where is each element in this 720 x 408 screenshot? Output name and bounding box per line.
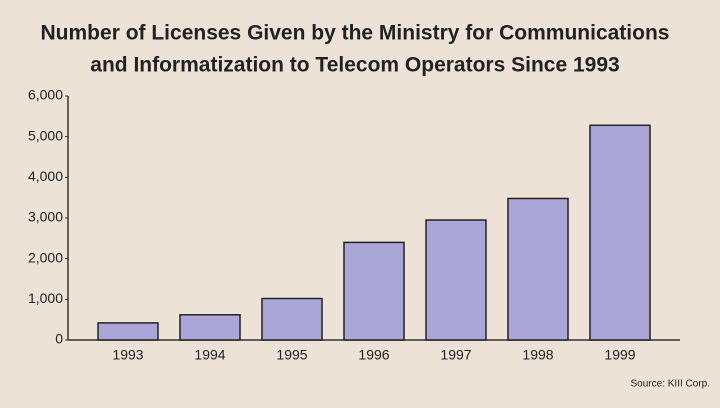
bar — [507, 197, 569, 341]
x-tick-label: 1997 — [440, 347, 471, 363]
x-tick-label: 1998 — [522, 347, 553, 363]
bar — [343, 241, 405, 341]
x-tick-label: 1999 — [604, 347, 635, 363]
x-tick-label: 1993 — [112, 347, 143, 363]
y-tick-label: 2,000 — [28, 249, 63, 265]
chart-title: and Informatization to Telecom Operators… — [90, 54, 619, 77]
x-tick-label: 1995 — [276, 347, 307, 363]
y-tick-label: 3,000 — [28, 209, 63, 225]
bar — [97, 322, 159, 341]
y-tick-label: 1,000 — [28, 290, 63, 306]
y-tick-label: 0 — [55, 331, 63, 347]
y-tick-label: 5,000 — [28, 127, 63, 143]
bar — [179, 314, 241, 341]
bar — [589, 124, 651, 341]
bar — [261, 297, 323, 341]
y-tick-label: 4,000 — [28, 168, 63, 184]
x-tick-label: 1996 — [358, 347, 389, 363]
x-tick-label: 1994 — [194, 347, 225, 363]
chart-title: Number of Licenses Given by the Ministry… — [41, 22, 670, 45]
bar — [425, 219, 487, 341]
source-note: Source: KIII Corp. — [631, 379, 710, 390]
y-tick-label: 6,000 — [28, 87, 63, 103]
